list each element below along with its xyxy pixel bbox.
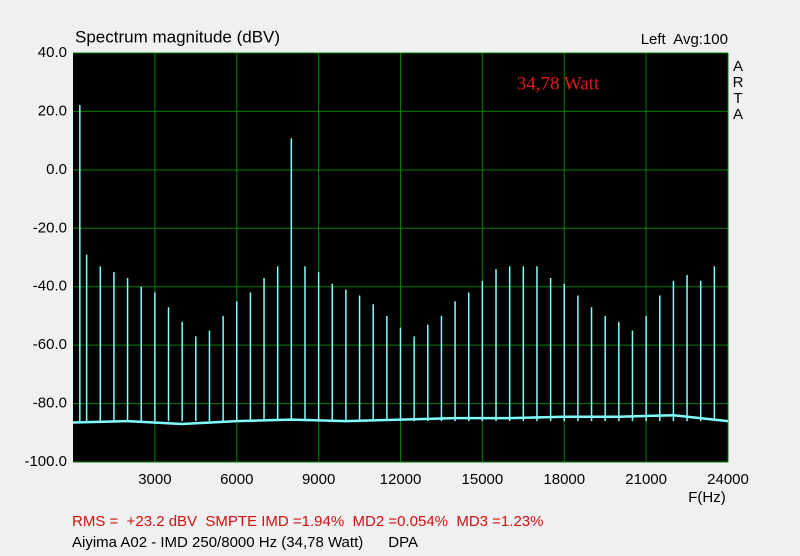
x-axis-label: F(Hz) bbox=[688, 489, 726, 506]
y-tick-label: -100.0 bbox=[24, 453, 67, 470]
y-tick-label: -40.0 bbox=[33, 278, 67, 295]
x-tick-label: 21000 bbox=[625, 471, 667, 488]
y-tick-label: 0.0 bbox=[46, 161, 67, 178]
x-tick-label: 6000 bbox=[220, 471, 253, 488]
x-tick-label: 15000 bbox=[462, 471, 504, 488]
x-tick-label: 3000 bbox=[138, 471, 171, 488]
side-label: ARTA bbox=[730, 58, 747, 122]
annotation: 34,78 Watt bbox=[517, 73, 600, 94]
x-tick-label: 9000 bbox=[302, 471, 335, 488]
x-tick-label: 18000 bbox=[543, 471, 585, 488]
footer-caption: Aiyima A02 - IMD 250/8000 Hz (34,78 Watt… bbox=[72, 534, 418, 551]
y-tick-label: -80.0 bbox=[33, 395, 67, 412]
footer-measurements: RMS = +23.2 dBV SMPTE IMD =1.94% MD2 =0.… bbox=[72, 513, 543, 530]
y-tick-label: -60.0 bbox=[33, 336, 67, 353]
x-tick-label: 24000 bbox=[707, 471, 749, 488]
x-tick-label: 12000 bbox=[380, 471, 422, 488]
y-tick-label: -20.0 bbox=[33, 219, 67, 236]
y-tick-label: 40.0 bbox=[38, 44, 67, 61]
chart-title: Spectrum magnitude (dBV) bbox=[75, 27, 280, 46]
channel-label: Left Avg:100 bbox=[641, 31, 728, 48]
y-tick-label: 20.0 bbox=[38, 102, 67, 119]
